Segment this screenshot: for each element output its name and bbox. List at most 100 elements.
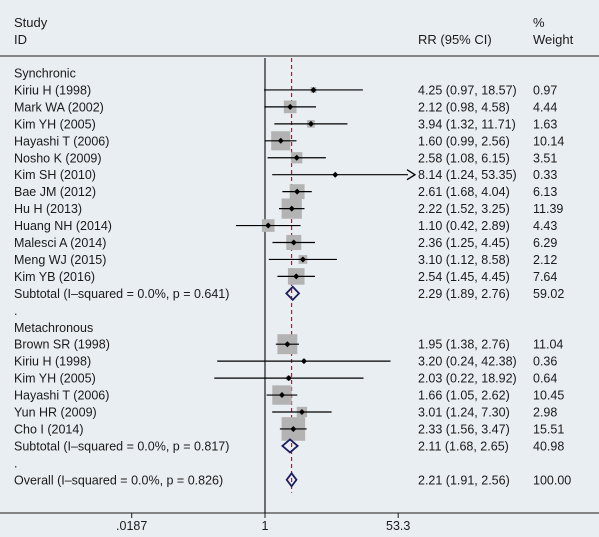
x-axis-ticks: .0187 1 53.3 bbox=[116, 513, 410, 533]
forest-row-study: Brown SR (1998) 1.95 (1.38, 2.76) 11.04 bbox=[14, 334, 563, 355]
study-label: Nosho K (2009) bbox=[14, 151, 102, 165]
subtotal-label: Subtotal (I–squared = 0.0%, p = 0.641) bbox=[14, 287, 229, 301]
rr-ci-value: 2.12 (0.98, 4.58) bbox=[418, 100, 510, 114]
point-estimate bbox=[300, 358, 307, 365]
point-estimate bbox=[277, 137, 284, 144]
weight-value: 10.45 bbox=[533, 389, 564, 403]
study-label: Hu H (2013) bbox=[14, 202, 82, 216]
point-estimate bbox=[285, 375, 292, 382]
overall-diamond bbox=[285, 471, 298, 488]
forest-row-study: Huang NH (2014) 1.10 (0.42, 2.89) 4.43 bbox=[14, 219, 557, 233]
weight-value: 6.13 bbox=[533, 185, 557, 199]
forest-row-study: Bae JM (2012) 2.61 (1.68, 4.04) 6.13 bbox=[14, 184, 557, 199]
study-label: Mark WA (2002) bbox=[14, 100, 104, 114]
rr-ci-value: 2.61 (1.68, 4.04) bbox=[418, 185, 510, 199]
point-estimate bbox=[278, 392, 285, 399]
point-estimate bbox=[299, 256, 306, 263]
forest-row-group: Metachronous bbox=[14, 321, 93, 335]
rr-ci-value: 3.10 (1.12, 8.58) bbox=[418, 253, 510, 267]
plot-layer: Synchronic Kiriu H (1998) 4.25 (0.97, 18.5… bbox=[14, 58, 571, 513]
study-label: Kim SH (2010) bbox=[14, 168, 96, 182]
study-label: Kim YB (2016) bbox=[14, 270, 95, 284]
forest-row-study: Malesci A (2014) 2.36 (1.25, 4.45) 6.29 bbox=[14, 234, 557, 251]
weight-value: 0.97 bbox=[533, 83, 557, 97]
weight-value: 15.51 bbox=[533, 422, 564, 436]
group-label: Metachronous bbox=[14, 321, 93, 335]
subtotal-diamond bbox=[280, 438, 300, 454]
forest-row-subtotal: Subtotal (I–squared = 0.0%, p = 0.817) 2.… bbox=[14, 438, 564, 454]
forest-row-study: Yun HR (2009) 3.01 (1.24, 7.30) 2.98 bbox=[14, 406, 557, 420]
subtotal-label: Subtotal (I–squared = 0.0%, p = 0.817) bbox=[14, 439, 229, 453]
weight-value: 4.43 bbox=[533, 219, 557, 233]
study-label: Kiriu H (1998) bbox=[14, 83, 91, 97]
forest-row-group: Synchronic bbox=[14, 67, 76, 81]
study-label: Hayashi T (2006) bbox=[14, 134, 109, 148]
rr-ci-value: 8.14 (1.24, 53.35) bbox=[418, 168, 517, 182]
study-label: Meng WJ (2015) bbox=[14, 253, 106, 267]
rr-ci-value: 2.33 (1.56, 3.47) bbox=[418, 422, 510, 436]
point-estimate bbox=[284, 341, 291, 348]
point-estimate bbox=[307, 120, 314, 127]
rr-ci-value: 1.66 (1.05, 2.62) bbox=[418, 389, 510, 403]
weight-value: 6.29 bbox=[533, 236, 557, 250]
study-label: Kiriu H (1998) bbox=[14, 355, 91, 369]
study-label: Brown SR (1998) bbox=[14, 338, 110, 352]
study-label: Bae JM (2012) bbox=[14, 185, 96, 199]
point-estimate bbox=[294, 188, 301, 195]
point-estimate bbox=[293, 273, 300, 280]
weight-value: 0.64 bbox=[533, 372, 557, 386]
forest-row-study: Hayashi T (2006) 1.60 (0.99, 2.56) 10.14 bbox=[14, 131, 564, 151]
forest-row-study: Hu H (2013) 2.22 (1.52, 3.25) 11.39 bbox=[14, 198, 563, 219]
header-percent: % bbox=[533, 15, 545, 30]
point-estimate bbox=[265, 222, 272, 229]
study-label: Malesci A (2014) bbox=[14, 236, 106, 250]
forest-row-study: Kiriu H (1998) 4.25 (0.97, 18.57) 0.97 bbox=[14, 83, 557, 97]
rr-ci-value: 3.94 (1.32, 11.71) bbox=[418, 117, 516, 131]
overall-label: Overall (I–squared = 0.0%, p = 0.826) bbox=[14, 473, 223, 487]
group-label: Synchronic bbox=[14, 67, 76, 81]
header-weight: Weight bbox=[533, 32, 574, 47]
weight-value: 11.39 bbox=[533, 202, 563, 216]
study-label: Hayashi T (2006) bbox=[14, 389, 109, 403]
point-estimate bbox=[332, 171, 339, 178]
weight-value: 2.98 bbox=[533, 406, 557, 420]
weight-value: 7.64 bbox=[533, 270, 557, 284]
forest-row-study: Kim YH (2005) 2.03 (0.22, 18.92) 0.64 bbox=[14, 372, 557, 386]
forest-row-spacer: . bbox=[14, 456, 17, 470]
weight-value: 11.04 bbox=[533, 338, 563, 352]
x-tick-label: .0187 bbox=[116, 519, 147, 533]
weight-value: 0.36 bbox=[533, 355, 557, 369]
point-estimate bbox=[290, 425, 297, 432]
ci-arrow bbox=[406, 169, 417, 181]
weight-value: 2.12 bbox=[533, 253, 557, 267]
forest-row-study: Mark WA (2002) 2.12 (0.98, 4.58) 4.44 bbox=[14, 100, 557, 114]
forest-row-study: Kiriu H (1998) 3.20 (0.24, 42.38) 0.36 bbox=[14, 355, 557, 369]
forest-row-study: Cho I (2014) 2.33 (1.56, 3.47) 15.51 bbox=[14, 417, 564, 441]
rr-ci-value: 1.60 (0.99, 2.56) bbox=[418, 134, 510, 148]
forest-row-subtotal: Subtotal (I–squared = 0.0%, p = 0.641) 2.… bbox=[14, 285, 564, 302]
point-estimate bbox=[310, 86, 317, 93]
weight-value: 0.33 bbox=[533, 168, 557, 182]
point-estimate bbox=[298, 409, 305, 415]
point-estimate bbox=[288, 205, 295, 212]
point-estimate bbox=[290, 239, 297, 246]
header-rr-ci: RR (95% CI) bbox=[418, 32, 492, 47]
forest-row-overall: Overall (I–squared = 0.0%, p = 0.826) 2.2… bbox=[14, 471, 571, 488]
weight-value: 40.98 bbox=[533, 439, 564, 453]
header-study: Study bbox=[14, 15, 48, 30]
rr-ci-value: 4.25 (0.97, 18.57) bbox=[418, 83, 517, 97]
study-label: Huang NH (2014) bbox=[14, 219, 112, 233]
header-id: ID bbox=[14, 32, 27, 47]
study-label: Yun HR (2009) bbox=[14, 406, 97, 420]
forest-row-spacer: . bbox=[14, 304, 17, 318]
forest-row-study: Meng WJ (2015) 3.10 (1.12, 8.58) 2.12 bbox=[14, 253, 557, 267]
forest-row-study: Nosho K (2009) 2.58 (1.08, 6.15) 3.51 bbox=[14, 151, 557, 165]
point-estimate bbox=[293, 154, 300, 161]
weight-value: 1.63 bbox=[533, 117, 557, 131]
weight-value: 4.44 bbox=[533, 100, 557, 114]
rr-ci-value: 2.03 (0.22, 18.92) bbox=[418, 372, 517, 386]
x-tick-label: 1 bbox=[262, 519, 269, 533]
rr-ci-value: 2.29 (1.89, 2.76) bbox=[418, 287, 510, 301]
rr-ci-value: 2.21 (1.91, 2.56) bbox=[418, 473, 510, 487]
